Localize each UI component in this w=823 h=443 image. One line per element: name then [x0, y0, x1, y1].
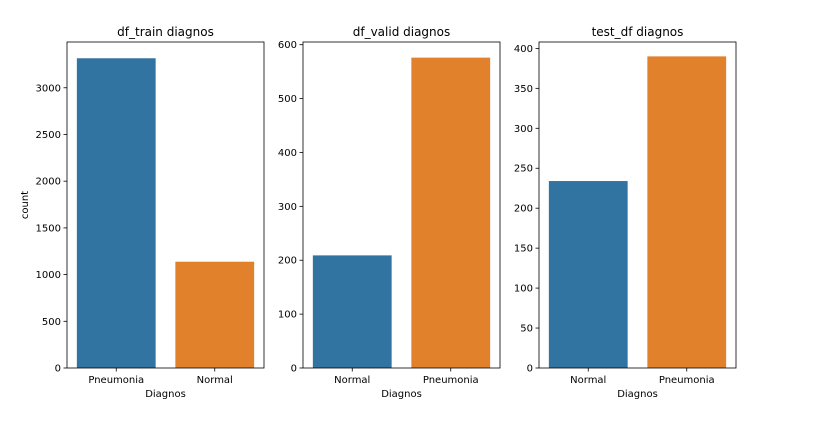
y-tick-label: 2000 [36, 177, 61, 188]
y-tick-label: 600 [278, 40, 297, 51]
x-axis-label: Diagnos [145, 389, 186, 400]
y-tick-label: 3000 [36, 83, 61, 94]
chart-panel-2: 0 100 200 300 400 500 600 Normal Pneumonia df_val… [278, 25, 501, 400]
bar-normal [175, 261, 255, 368]
x-tick-label: Pneumonia [423, 375, 479, 386]
y-tick-label: 400 [514, 44, 533, 55]
y-tick-label: 300 [514, 124, 533, 135]
plot-frame [302, 41, 501, 369]
x-axis-label: Diagnos [617, 389, 658, 400]
x-tick-label: Normal [570, 375, 606, 386]
y-axis-label: count [20, 191, 31, 219]
y-tick-label: 100 [514, 284, 533, 295]
bar-normal [312, 255, 392, 368]
plot-frame [538, 41, 737, 369]
y-tick-label: 250 [514, 164, 533, 175]
chart-title: test_df diagnos [592, 25, 684, 39]
chart-panel-3: 0 50 100 150 200 250 300 350 400 Normal Pneumonia t… [514, 25, 737, 400]
y-tick-label: 500 [278, 94, 297, 105]
chart-panel-1: 0 500 1000 1500 2000 2500 3000 Pneumonia Normal d… [20, 25, 265, 400]
y-tick-label: 200 [278, 256, 297, 267]
bar-normal [548, 181, 628, 368]
x-axis-label: Diagnos [381, 389, 422, 400]
plot-frame [66, 41, 265, 369]
x-tick-label: Pneumonia [659, 375, 715, 386]
y-tick-label: 350 [514, 84, 533, 95]
chart-title: df_valid diagnos [353, 25, 451, 39]
y-tick-label: 400 [278, 148, 297, 159]
y-tick-label: 0 [527, 364, 533, 375]
y-tick-label: 0 [55, 364, 61, 375]
y-tick-label: 150 [514, 244, 533, 255]
y-tick-label: 300 [278, 202, 297, 213]
y-tick-label: 2500 [36, 130, 61, 141]
y-tick-label: 1500 [36, 223, 61, 234]
x-tick-label: Normal [334, 375, 370, 386]
y-tick-label: 200 [514, 204, 533, 215]
bar-pneumonia [76, 58, 156, 368]
bar-pneumonia [411, 57, 491, 369]
chart-title: df_train diagnos [117, 25, 214, 39]
y-tick-label: 50 [520, 324, 533, 335]
y-tick-label: 100 [278, 310, 297, 321]
bar-pneumonia [647, 56, 727, 368]
x-tick-label: Pneumonia [88, 375, 144, 386]
y-tick-label: 0 [291, 364, 297, 375]
x-tick-label: Normal [197, 375, 233, 386]
y-tick-label: 500 [42, 317, 61, 328]
y-tick-label: 1000 [36, 270, 61, 281]
